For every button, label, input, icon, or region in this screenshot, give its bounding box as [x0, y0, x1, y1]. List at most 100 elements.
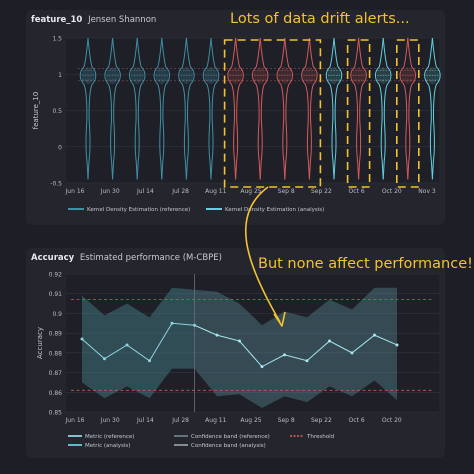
kde-violin-right	[112, 37, 121, 180]
metric-analysis-point	[305, 359, 309, 363]
kde-violin-left	[153, 37, 163, 180]
perf-y-tick-label: 0.85	[49, 410, 63, 417]
perf-y-tick-label: 0.89	[49, 331, 63, 338]
kde-violin-left	[178, 37, 187, 180]
drift-x-tick-label: Jun 16	[65, 188, 85, 195]
metric-reference-point	[193, 323, 196, 327]
drift-y-tick-label: 0.5	[52, 108, 62, 115]
drift-x-tick-label: Oct 20	[382, 188, 402, 195]
kde-violin-right	[259, 37, 269, 180]
drift-y-tick-label: -0.5	[50, 181, 62, 188]
legend-kde-analysis-label: Kernel Density Estimation (analysis)	[225, 207, 324, 213]
perf-x-tick-label: Jul 28	[171, 417, 189, 424]
legend-kde-reference-label: Kernel Density Estimation (reference)	[87, 207, 190, 213]
perf-y-tick-label: 0.91	[49, 291, 63, 298]
legend-confidence-band-reference-label: Confidence band (reference)	[191, 434, 270, 440]
metric-analysis-point	[238, 339, 241, 343]
kde-violin-right	[358, 37, 367, 180]
performance-metric-label: Accuracy	[31, 253, 75, 263]
kde-violin-right	[431, 37, 441, 180]
kde-violin-left	[424, 37, 433, 180]
kde-violin-right	[161, 37, 171, 180]
drift-x-tick-label: Oct 6	[349, 188, 365, 195]
metric-analysis-point	[260, 365, 264, 369]
drift-chart: 1.5 1 0.5 0 -0.5 feature_10 Jun 16 Jun 30 Jul 14…	[32, 36, 441, 213]
drift-x-tick-label: Aug 25	[240, 188, 261, 195]
drift-x-tick-label: Jun 30	[100, 188, 120, 195]
drift-x-tick-label: Jul 14	[136, 188, 154, 195]
performance-note-annotation: But none affect performance!	[258, 256, 473, 272]
drift-method-label: Jensen Shannon	[88, 15, 157, 25]
metric-analysis-point	[328, 339, 331, 343]
kde-violin-left	[276, 37, 286, 180]
drift-alert-highlight-box	[346, 39, 371, 188]
kde-violin-left	[325, 37, 335, 180]
kde-violin-left	[374, 37, 384, 180]
perf-y-tick-label: 0.9	[52, 311, 62, 318]
kde-violin-right	[333, 37, 343, 180]
metric-reference-point	[148, 359, 151, 363]
kde-violin-right	[185, 37, 195, 180]
perf-y-tick-label: 0.92	[49, 272, 63, 279]
metric-analysis-point	[215, 333, 219, 337]
confidence-band-reference	[82, 287, 195, 399]
perf-y-axis-label: Accuracy	[36, 327, 44, 359]
kde-violin-left	[251, 37, 261, 180]
kde-violin-right	[210, 37, 220, 180]
perf-x-tick-label: Oct 6	[349, 417, 365, 424]
perf-x-tick-label: Oct 20	[382, 417, 402, 424]
drift-y-tick-label: 0	[58, 144, 62, 151]
kde-violin-right	[235, 37, 244, 180]
metric-reference-point	[80, 337, 84, 341]
metric-reference-point	[103, 357, 106, 361]
drift-x-tick-label: Aug 11	[205, 188, 226, 195]
drift-x-tick-label: Jul 28	[171, 188, 189, 195]
metric-analysis-point	[395, 343, 399, 347]
metric-analysis-line	[194, 324, 398, 368]
perf-x-tick-label: Sep 22	[311, 417, 332, 424]
drift-y-tick-label: 1.5	[52, 36, 62, 43]
kde-violin-left	[128, 37, 138, 180]
perf-x-tick-label: Aug 25	[240, 417, 261, 424]
kde-violin-left	[227, 37, 237, 180]
drift-x-tick-label: Sep 8	[278, 188, 295, 195]
kde-violin-right	[382, 37, 392, 180]
kde-violin-right	[136, 37, 146, 180]
kde-violin-left	[104, 37, 114, 180]
performance-chart: 0.92 0.91 0.9 0.89 0.88 0.87 0.86 0.85 Accuracy J…	[36, 272, 439, 449]
legend-threshold-label: Threshold	[306, 434, 334, 440]
perf-x-tick-label: Aug 11	[205, 417, 226, 424]
drift-alert-highlight-box	[395, 39, 420, 188]
perf-y-tick-label: 0.88	[49, 350, 63, 357]
kde-violin-right	[407, 37, 417, 180]
metric-analysis-point	[283, 353, 286, 357]
perf-x-tick-label: Sep 8	[278, 417, 295, 424]
kde-violin-left	[301, 37, 310, 180]
metric-analysis-point	[373, 333, 376, 337]
metric-reference-point	[170, 321, 174, 325]
kde-violin-left	[350, 37, 360, 180]
performance-panel-title: Accuracy Estimated performance (M-CBPE)	[31, 253, 222, 263]
perf-y-tick-label: 0.87	[49, 370, 63, 377]
perf-x-tick-label: Jun 16	[65, 417, 85, 424]
metric-reference-line	[81, 322, 195, 362]
drift-x-tick-label: Nov 3	[418, 188, 436, 195]
drift-alerts-annotation: Lots of data drift alerts...	[230, 11, 410, 27]
perf-x-tick-label: Jun 30	[100, 417, 120, 424]
performance-method-label: Estimated performance (M-CBPE)	[79, 253, 222, 263]
kde-violin-right	[87, 37, 97, 180]
perf-x-tick-label: Jul 14	[136, 417, 154, 424]
drift-metric-label: feature_10	[31, 15, 83, 25]
drift-y-tick-label: 1	[58, 72, 62, 79]
legend-confidence-band-analysis-label: Confidence band (analysis)	[191, 443, 266, 449]
legend-metric-analysis-label: Metric (analysis)	[85, 443, 130, 449]
drift-y-axis-label: feature_10	[32, 92, 40, 130]
kde-violin-left	[79, 37, 89, 180]
drift-panel-title: feature_10 Jensen Shannon	[31, 15, 156, 25]
metric-reference-point	[125, 343, 129, 347]
kde-violin-left	[399, 37, 409, 180]
legend-metric-reference-label: Metric (reference)	[85, 434, 134, 440]
kde-violin-right	[308, 37, 318, 180]
drift-x-tick-label: Sep 22	[311, 188, 332, 195]
